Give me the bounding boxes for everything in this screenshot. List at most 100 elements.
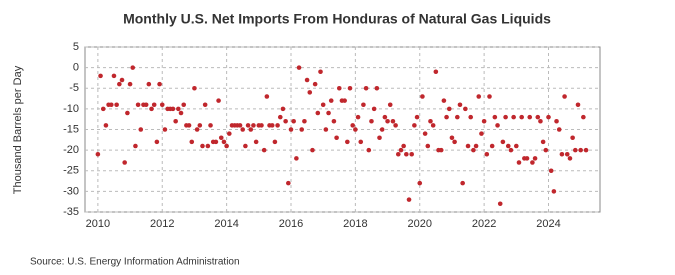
data-point: [538, 118, 543, 124]
data-point: [438, 147, 444, 153]
data-point: [567, 156, 573, 161]
data-point: [406, 197, 412, 202]
data-point: [245, 123, 251, 128]
data-point: [556, 127, 562, 132]
data-point: [463, 106, 468, 112]
data-point: [363, 85, 369, 91]
data-point: [127, 81, 133, 87]
data-point: [261, 147, 267, 153]
data-point: [417, 180, 423, 186]
data-point: [342, 98, 347, 103]
data-point: [240, 127, 246, 132]
data-point: [176, 106, 181, 112]
y-tick-label: 5: [73, 41, 79, 53]
data-point: [505, 143, 511, 149]
data-point: [377, 135, 382, 141]
data-point: [546, 114, 551, 120]
source-note: Source: U.S. Energy Information Administ…: [30, 257, 240, 268]
data-point: [133, 143, 138, 149]
data-point: [551, 189, 557, 194]
data-point: [331, 118, 337, 124]
data-point: [117, 81, 122, 87]
data-point: [95, 151, 101, 157]
data-point: [299, 127, 305, 132]
data-point: [328, 98, 334, 103]
data-point: [275, 123, 280, 128]
data-point: [355, 114, 361, 120]
data-point: [226, 131, 232, 136]
data-point: [473, 143, 479, 149]
data-point: [468, 114, 474, 120]
y-tick-label: -30: [63, 185, 79, 197]
data-point: [430, 123, 436, 128]
data-point: [489, 143, 495, 149]
data-point: [412, 123, 417, 128]
data-point: [304, 77, 310, 83]
data-point: [135, 102, 141, 108]
data-point: [361, 102, 366, 108]
data-point: [481, 118, 487, 124]
data-point: [108, 102, 114, 108]
data-point: [358, 139, 364, 145]
data-point: [286, 180, 291, 186]
data-point: [562, 94, 567, 99]
data-point: [543, 147, 549, 153]
data-point: [535, 114, 541, 120]
data-point: [578, 147, 583, 153]
data-point: [125, 110, 130, 116]
data-point: [100, 106, 106, 112]
data-point: [119, 77, 125, 83]
data-point: [208, 123, 213, 128]
data-point: [484, 151, 490, 157]
data-point: [575, 102, 581, 108]
data-point: [559, 151, 565, 157]
data-point: [457, 102, 463, 108]
data-point: [519, 114, 524, 120]
data-point: [492, 114, 498, 120]
data-point: [149, 106, 154, 112]
data-point: [516, 160, 522, 165]
data-point: [159, 102, 165, 108]
data-point: [524, 156, 530, 161]
data-point: [540, 139, 546, 145]
data-point: [170, 106, 176, 112]
data-point: [291, 118, 296, 124]
data-point: [162, 127, 168, 132]
data-point: [294, 156, 299, 161]
data-point: [514, 143, 519, 149]
data-point: [455, 114, 460, 120]
data-point: [138, 127, 144, 132]
x-tick-label: 2010: [86, 218, 110, 230]
data-point: [476, 94, 482, 99]
data-point: [347, 85, 353, 91]
data-point: [369, 118, 374, 124]
x-tick-label: 2014: [214, 218, 238, 230]
data-point: [224, 143, 229, 149]
data-point: [446, 106, 452, 112]
data-point: [312, 81, 318, 87]
data-point: [205, 143, 211, 149]
data-point: [345, 139, 350, 145]
data-point: [350, 123, 356, 128]
data-point: [154, 139, 160, 145]
data-point: [353, 127, 358, 132]
data-point: [194, 127, 200, 132]
data-point: [564, 151, 570, 157]
data-point: [428, 118, 433, 124]
data-point: [433, 69, 439, 75]
data-point: [259, 123, 264, 128]
data-point: [221, 139, 227, 145]
y-axis-label: Thousand Barrels per Day: [12, 65, 24, 194]
data-point: [326, 110, 331, 116]
data-point: [527, 114, 533, 120]
x-tick-label: 2016: [279, 218, 303, 230]
data-point: [441, 98, 447, 103]
y-tick-label: -10: [63, 103, 79, 115]
data-point: [243, 143, 248, 149]
data-point: [288, 127, 294, 132]
data-point: [310, 147, 315, 153]
data-point: [449, 135, 455, 141]
data-point: [465, 143, 471, 149]
data-point: [583, 147, 589, 153]
